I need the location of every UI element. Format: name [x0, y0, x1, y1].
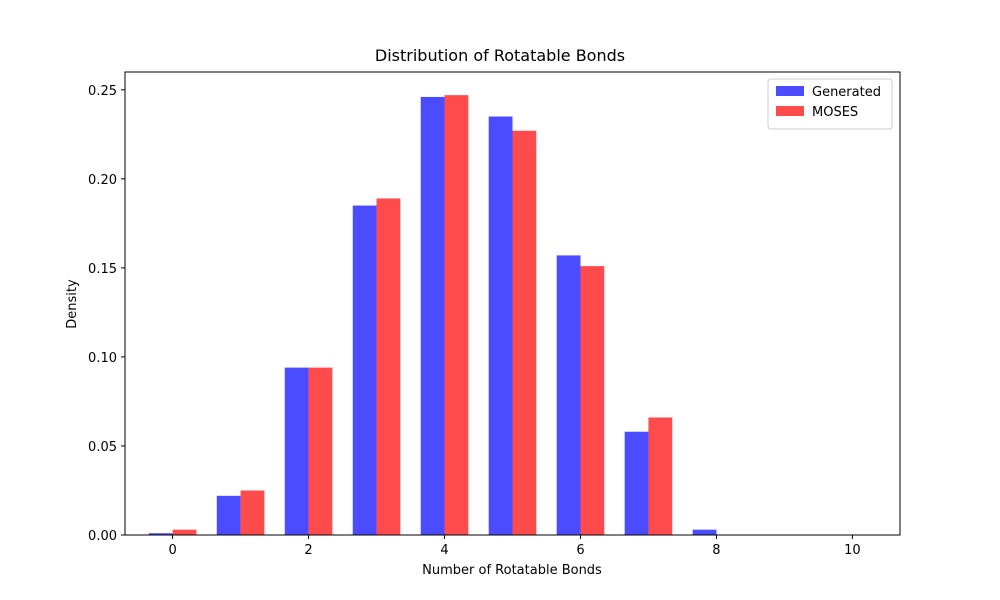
y-tick-label: 0.05: [88, 440, 117, 455]
y-tick-label: 0.25: [88, 84, 117, 99]
chart-title: Distribution of Rotatable Bonds: [374, 46, 626, 65]
x-axis-ticks: 0 2 4 6 8 10: [168, 535, 861, 558]
x-axis-label: Number of Rotatable Bonds: [422, 563, 602, 578]
legend-swatch-generated: [776, 86, 804, 96]
bar-moses-6: [580, 266, 605, 535]
bar-generated-8: [692, 529, 717, 535]
bar-generated-0: [148, 533, 173, 535]
y-tick-label: 0.15: [88, 262, 117, 277]
legend-swatch-moses: [776, 106, 804, 116]
bar-generated-2: [284, 367, 309, 535]
bar-generated-4: [420, 96, 445, 535]
bar-generated-7: [624, 431, 649, 535]
legend-label-generated: Generated: [812, 85, 881, 100]
bar-moses-1: [240, 490, 265, 535]
bar-generated-1: [216, 495, 241, 535]
x-tick-label: 4: [440, 543, 448, 558]
plot-frame: [124, 71, 901, 536]
y-axis-ticks: 0.00 0.05 0.10 0.15 0.20 0.25: [88, 84, 125, 544]
bar-moses-7: [648, 417, 673, 535]
y-tick-label: 0.20: [88, 173, 117, 188]
x-tick-label: 10: [844, 543, 861, 558]
y-tick-label: 0.00: [88, 529, 117, 544]
legend: Generated MOSES: [767, 78, 893, 130]
bar-generated-6: [556, 255, 581, 535]
x-tick-label: 2: [304, 543, 312, 558]
bars-layer: [148, 95, 741, 536]
bar-moses-0: [172, 529, 197, 535]
bar-moses-4: [444, 95, 469, 536]
x-tick-label: 0: [168, 543, 176, 558]
bar-moses-3: [376, 198, 401, 535]
x-tick-label: 6: [576, 543, 584, 558]
y-tick-label: 0.10: [88, 351, 117, 366]
bar-moses-2: [308, 367, 333, 535]
bar-moses-5: [512, 130, 537, 535]
legend-label-moses: MOSES: [812, 105, 858, 120]
x-tick-label: 8: [712, 543, 720, 558]
bar-generated-5: [488, 116, 513, 536]
bar-generated-3: [352, 205, 377, 536]
y-axis-label: Density: [65, 279, 80, 329]
